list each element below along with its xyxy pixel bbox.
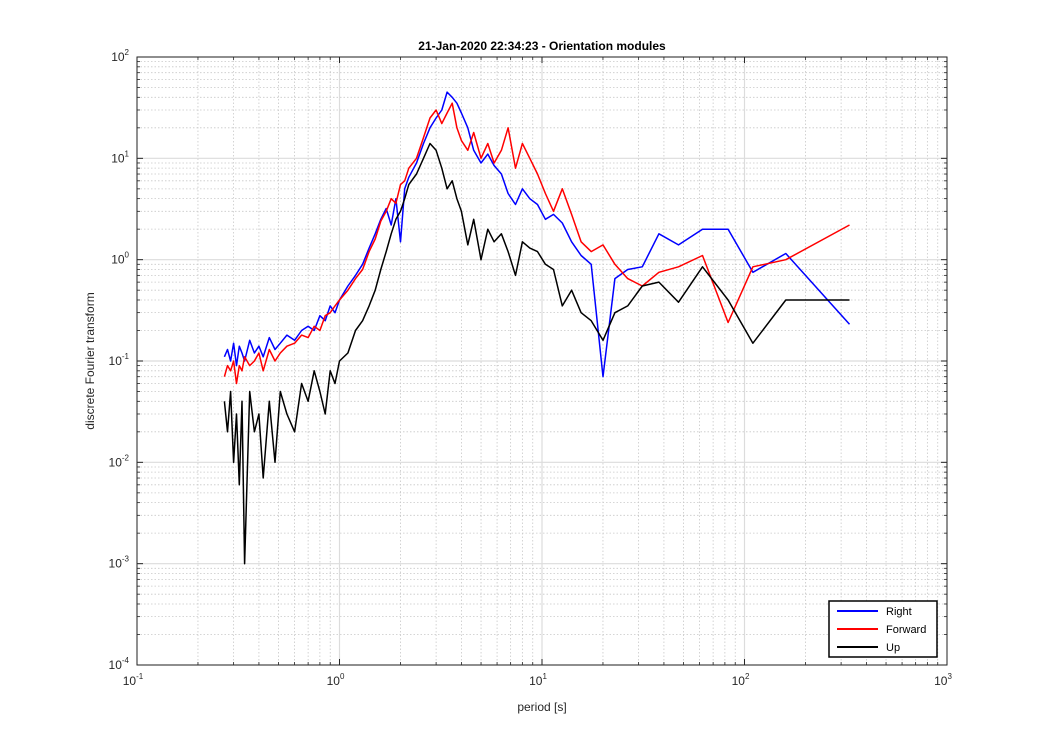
x-axis-label: period [s] xyxy=(517,700,566,714)
tick-marks xyxy=(136,56,948,666)
y-tick-base: 10 xyxy=(109,455,123,469)
x-tick-exp: 2 xyxy=(745,672,750,681)
y-tick-exp: 2 xyxy=(125,48,130,57)
y-tick-base: 10 xyxy=(111,151,125,165)
y-tick-label: 101 xyxy=(111,149,129,165)
legend-label-right: Right xyxy=(886,606,912,618)
x-tick-base: 10 xyxy=(327,674,341,688)
x-tick-exp: 3 xyxy=(947,672,952,681)
y-tick-base: 10 xyxy=(111,253,125,267)
legend-label-up: Up xyxy=(886,642,900,654)
y-tick-exp: 0 xyxy=(125,251,130,260)
y-tick-label: 102 xyxy=(111,48,129,64)
x-tick-exp: 0 xyxy=(340,672,345,681)
y-tick-exp: -1 xyxy=(122,352,130,361)
series-line-right xyxy=(223,91,851,378)
x-tick-base: 10 xyxy=(529,674,543,688)
x-tick-label: 100 xyxy=(327,672,345,688)
x-tick-label: 10-1 xyxy=(123,672,144,688)
y-tick-label: 10-4 xyxy=(109,656,130,672)
y-tick-label: 10-1 xyxy=(109,352,130,368)
y-tick-exp: -2 xyxy=(122,453,130,462)
x-tick-exp: -1 xyxy=(136,672,144,681)
series-line-forward xyxy=(223,102,850,385)
x-tick-exp: 1 xyxy=(542,672,547,681)
y-axis-label: discrete Fourier transform xyxy=(83,292,97,429)
y-tick-label: 10-3 xyxy=(109,555,130,571)
x-tick-label: 103 xyxy=(934,672,952,688)
y-tick-exp: -3 xyxy=(122,555,130,564)
legend-entry-forward[interactable]: Forward xyxy=(837,624,926,636)
x-tick-base: 10 xyxy=(934,674,948,688)
y-tick-base: 10 xyxy=(109,557,123,571)
x-tick-base: 10 xyxy=(732,674,746,688)
chart-title: 21-Jan-2020 22:34:23 - Orientation modul… xyxy=(418,39,666,53)
x-tick-label: 101 xyxy=(529,672,547,688)
x-tick-base: 10 xyxy=(123,674,137,688)
x-tick-label: 102 xyxy=(732,672,750,688)
y-tick-base: 10 xyxy=(109,354,123,368)
x-tick-labels: 10-1 100 101 102 103 xyxy=(123,672,953,688)
y-tick-label: 100 xyxy=(111,251,129,267)
y-tick-exp: 1 xyxy=(125,149,130,158)
y-tick-base: 10 xyxy=(111,50,125,64)
y-tick-label: 10-2 xyxy=(109,453,130,469)
legend-entry-up[interactable]: Up xyxy=(837,642,900,654)
series-line-up xyxy=(223,142,850,565)
y-tick-exp: -4 xyxy=(122,656,130,665)
legend[interactable]: Right Forward Up xyxy=(828,600,938,658)
legend-label-forward: Forward xyxy=(886,624,926,636)
y-tick-base: 10 xyxy=(109,658,123,672)
series-layer xyxy=(223,91,851,565)
legend-entry-right[interactable]: Right xyxy=(837,606,912,618)
